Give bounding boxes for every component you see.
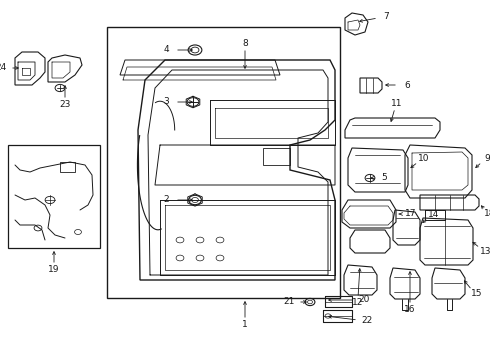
Text: 3: 3 bbox=[163, 98, 169, 107]
Text: 4: 4 bbox=[163, 45, 169, 54]
Text: 17: 17 bbox=[405, 210, 416, 219]
Text: 22: 22 bbox=[361, 316, 372, 325]
Text: 1: 1 bbox=[242, 320, 248, 329]
Text: 9: 9 bbox=[485, 154, 490, 163]
Text: 7: 7 bbox=[384, 13, 390, 22]
Text: 12: 12 bbox=[352, 298, 363, 307]
Text: 13: 13 bbox=[480, 247, 490, 256]
Bar bbox=[107, 27, 340, 298]
Text: 10: 10 bbox=[418, 154, 430, 163]
Text: 18: 18 bbox=[484, 209, 490, 218]
Text: 21: 21 bbox=[284, 297, 295, 306]
Text: 16: 16 bbox=[404, 305, 416, 314]
Text: 23: 23 bbox=[59, 100, 71, 109]
Text: 8: 8 bbox=[242, 39, 248, 48]
Text: 14: 14 bbox=[428, 210, 440, 219]
Text: 11: 11 bbox=[391, 99, 403, 108]
Bar bbox=[8, 145, 100, 248]
Bar bbox=[263, 148, 290, 165]
Text: 6: 6 bbox=[404, 81, 410, 90]
Text: 24: 24 bbox=[0, 63, 7, 72]
Text: 19: 19 bbox=[48, 265, 60, 274]
Text: 2: 2 bbox=[163, 195, 169, 204]
Bar bbox=[60, 162, 75, 172]
Text: 5: 5 bbox=[381, 174, 387, 183]
Text: 15: 15 bbox=[471, 289, 482, 298]
Text: 20: 20 bbox=[358, 296, 369, 305]
